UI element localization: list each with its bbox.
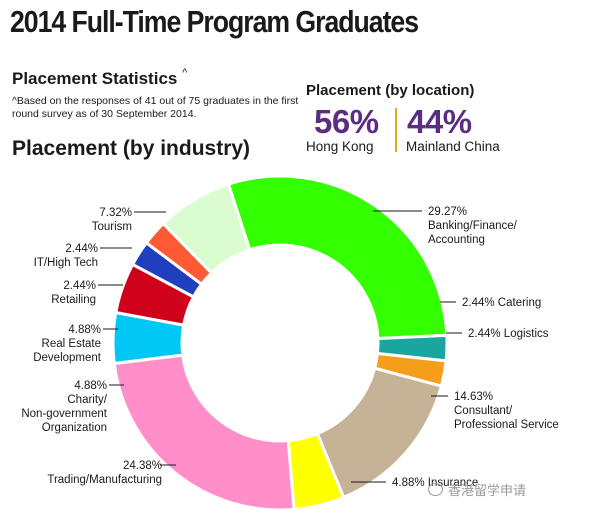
watermark: 香港留学申请	[428, 480, 526, 499]
slice-trading-manufacturing	[112, 353, 296, 512]
placement-industry-heading: Placement (by industry)	[12, 137, 251, 160]
page-title: 2014 Full-Time Program Graduates	[10, 4, 419, 39]
data-label-banking-finance-accounting: 29.27% Banking/Finance/Accounting	[428, 206, 518, 246]
slice-banking-finance-accounting	[226, 174, 449, 341]
data-label-catering: 2.44% Catering	[462, 297, 541, 309]
hong-kong-percent: 56%	[314, 103, 379, 140]
mainland-china-label: Mainland China	[406, 139, 500, 154]
footnote-mark: ^	[182, 67, 188, 79]
data-label-trading-manufacturing: 24.38% Trading/Manufacturing	[47, 460, 162, 486]
survey-footnote: ^Based on the responses of 41 out of 75 …	[12, 95, 299, 120]
placement-statistics-heading: Placement Statistics ^	[12, 67, 188, 88]
data-label-retailing: 2.44% Retailing	[51, 280, 96, 306]
data-label-charity-non-government-organization: 4.88% Charity/Non-government Organization	[21, 380, 107, 434]
data-label-it-high-tech: 2.44% IT/High Tech	[34, 243, 98, 269]
location-divider	[395, 108, 397, 152]
wechat-icon	[428, 483, 443, 496]
data-label-logistics: 2.44% Logistics	[468, 328, 549, 340]
data-label-tourism: 7.32% Tourism	[92, 207, 132, 233]
mainland-china-percent: 44%	[407, 103, 472, 140]
hong-kong-label: Hong Kong	[306, 139, 374, 154]
data-label-consultant-professional-service: 14.63% Consultant/Professional Service	[454, 391, 559, 431]
data-label-real-estate-development: 4.88% Real Estate Development	[33, 324, 102, 364]
slice-tourism	[161, 182, 252, 276]
placement-location-heading: Placement (by location)	[306, 82, 475, 99]
